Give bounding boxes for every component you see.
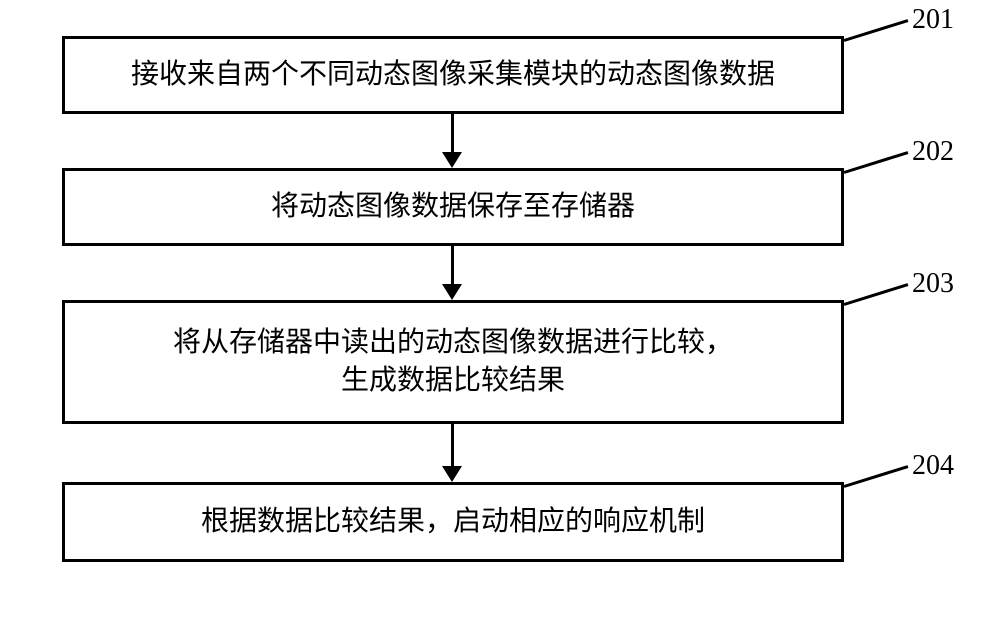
arrow-head-3: [442, 466, 462, 482]
flow-step-3: 将从存储器中读出的动态图像数据进行比较， 生成数据比较结果: [62, 300, 844, 424]
flow-step-4: 根据数据比较结果，启动相应的响应机制: [62, 482, 844, 562]
arrow-head-2: [442, 284, 462, 300]
flow-step-label-4: 204: [912, 450, 954, 482]
flow-step-text: 将动态图像数据保存至存储器: [271, 188, 635, 226]
leader-line-3: [844, 283, 909, 306]
connector-line-1: [451, 114, 454, 152]
flow-step-label-1: 201: [912, 4, 954, 36]
leader-line-4: [844, 465, 909, 488]
arrow-head-1: [442, 152, 462, 168]
flow-step-text: 将从存储器中读出的动态图像数据进行比较， 生成数据比较结果: [173, 324, 733, 400]
flowchart-container: 接收来自两个不同动态图像采集模块的动态图像数据 201 将动态图像数据保存至存储器 2…: [0, 0, 1000, 625]
leader-line-2: [844, 151, 909, 174]
flow-step-label-2: 202: [912, 136, 954, 168]
connector-line-2: [451, 246, 454, 284]
flow-step-2: 将动态图像数据保存至存储器: [62, 168, 844, 246]
flow-step-text: 接收来自两个不同动态图像采集模块的动态图像数据: [131, 56, 775, 94]
flow-step-label-3: 203: [912, 268, 954, 300]
flow-step-text: 根据数据比较结果，启动相应的响应机制: [201, 503, 705, 541]
flow-step-1: 接收来自两个不同动态图像采集模块的动态图像数据: [62, 36, 844, 114]
connector-line-3: [451, 424, 454, 466]
leader-line-1: [844, 19, 909, 42]
